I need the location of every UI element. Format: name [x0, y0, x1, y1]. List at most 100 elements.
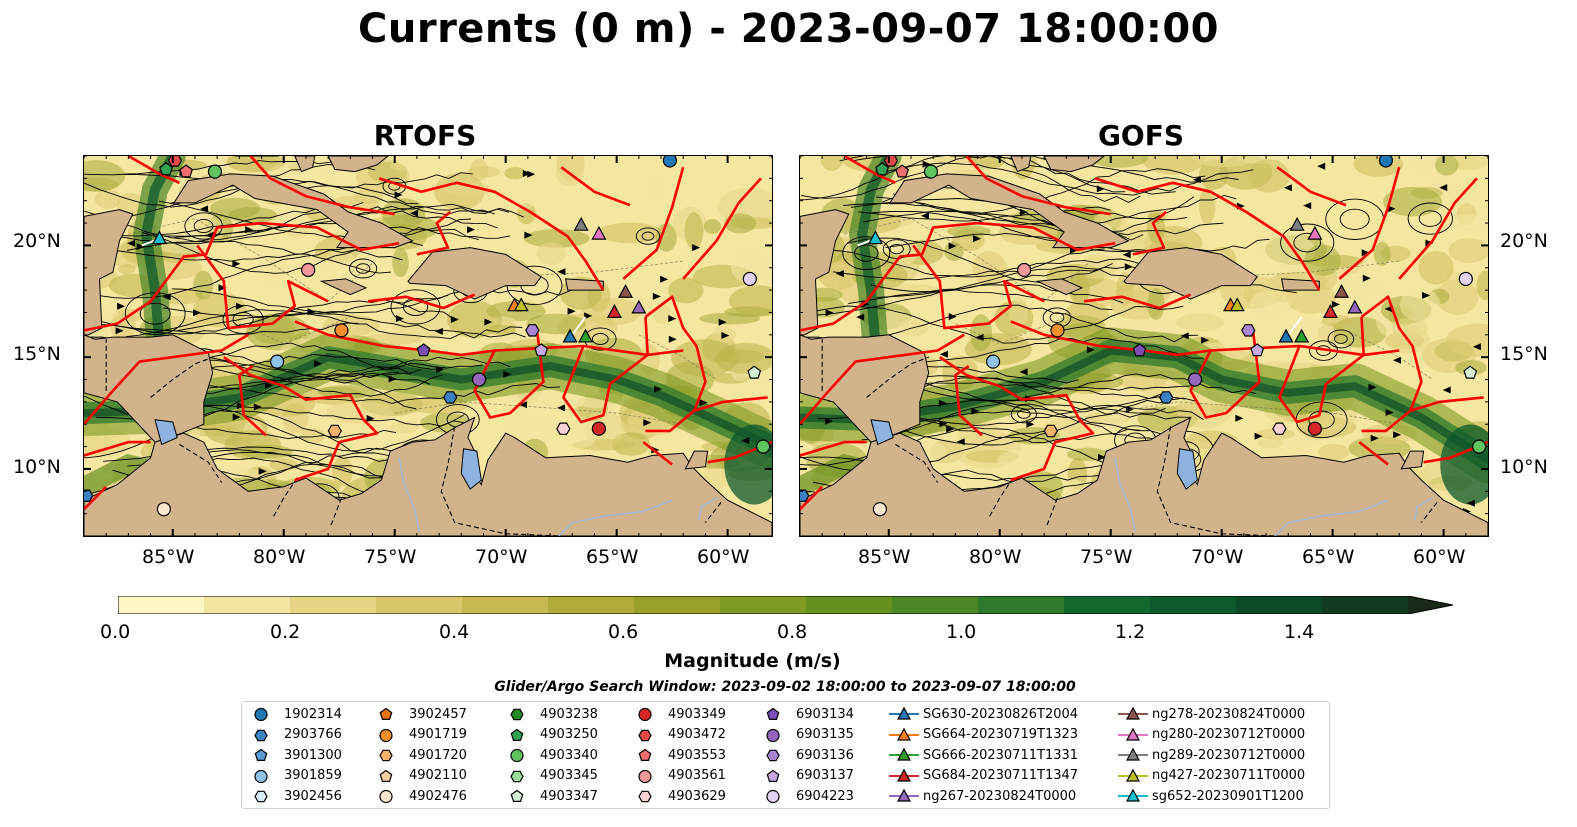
- colorbar-swatch: [720, 596, 807, 614]
- marker-4903340: [207, 164, 223, 179]
- eez-boundary-line: [1083, 293, 1192, 310]
- legend-label: 4901720: [409, 747, 467, 763]
- legend-label: 6904223: [796, 788, 854, 804]
- eez-boundary-line: [1338, 166, 1401, 280]
- bathymetry-contour: [638, 334, 717, 380]
- marker-SG666-20230711T1331: [1294, 328, 1310, 343]
- streamline-arrow: [467, 226, 475, 234]
- legend-label: 3902456: [284, 788, 342, 804]
- marker-6903136: [1241, 324, 1256, 337]
- glider-track: [571, 316, 587, 336]
- legend-marker-icon: [510, 728, 524, 741]
- x-tick-label: 75°W: [364, 546, 417, 568]
- eddy-streamline: [889, 243, 904, 255]
- streamline-arrow: [522, 170, 531, 177]
- legend-label: 4903345: [540, 768, 598, 783]
- streamline-arrow: [434, 327, 443, 335]
- eez-boundary-line: [1409, 396, 1484, 413]
- legend-marker-icon: [379, 728, 393, 742]
- eez-boundary-line: [223, 356, 379, 482]
- legend-entry: 3902457: [377, 704, 467, 724]
- lake: [460, 448, 482, 490]
- eez-boundary-line: [644, 295, 707, 433]
- streamline-arrow: [946, 425, 955, 433]
- marker-6903136: [525, 324, 540, 337]
- float-glider-markers: [800, 156, 1487, 517]
- legend-marker-icon: [638, 769, 652, 783]
- land: [800, 156, 1488, 536]
- streamline-arrow: [668, 335, 677, 343]
- eez-boundary-line: [1358, 441, 1389, 466]
- legend-entry: 6903137: [764, 766, 854, 786]
- eez-boundary-line: [1132, 210, 1168, 256]
- legend-label: 6903137: [796, 768, 854, 783]
- streamline-arrow: [232, 413, 241, 421]
- landmass: [1400, 450, 1425, 470]
- legend-label: ng427-20230711T0000: [1152, 768, 1306, 783]
- colorbar-extend-arrow: [1408, 596, 1453, 614]
- streamline-arrow: [117, 302, 126, 310]
- colorbar-swatch: [118, 596, 205, 614]
- streamline-arrow: [1362, 274, 1371, 282]
- colorbar-swatch: [1236, 596, 1323, 614]
- legend-entry: 4901719: [377, 725, 467, 745]
- eez-boundary-line: [939, 356, 1095, 482]
- legend-entry: 6903135: [764, 725, 854, 745]
- streamline-arrow: [218, 284, 227, 292]
- streamline-arrow: [115, 327, 124, 335]
- streamline-arrow: [410, 209, 419, 217]
- legend-entry: sg652-20230901T1200: [1118, 786, 1304, 806]
- marker-ng280-20230712T0000: [1307, 225, 1323, 240]
- streamline-arrow: [939, 350, 948, 358]
- colorbar-tick-label: 1.2: [1115, 621, 1146, 643]
- streamline: [832, 258, 1193, 281]
- legend-entry: 4903238: [508, 704, 598, 724]
- streamline: [164, 405, 465, 452]
- marker-sg652-20230901T1200: [151, 230, 167, 245]
- colorbar-swatch: [1322, 596, 1409, 614]
- streamline-arrow: [193, 309, 201, 317]
- landmass: [1123, 247, 1258, 300]
- legend-marker-icon: [254, 707, 268, 722]
- map-gofs[interactable]: [799, 155, 1489, 537]
- legend-marker-icon: [254, 748, 268, 761]
- legend-label: sg652-20230901T1200: [1152, 788, 1304, 804]
- legend-label: 4903561: [668, 768, 726, 783]
- streamline: [816, 248, 1105, 278]
- legend-marker-icon: [638, 707, 652, 722]
- legend-marker-icon: [379, 769, 393, 782]
- legend-label: ng278-20230824T0000: [1152, 706, 1306, 722]
- streamline: [801, 156, 1126, 199]
- streamline-arrow: [1122, 251, 1131, 259]
- eez-boundary-line: [127, 156, 180, 184]
- streamline-arrow: [1254, 432, 1263, 440]
- map-rtofs[interactable]: [83, 155, 773, 537]
- marker-4903340: [923, 164, 939, 179]
- marker-6903134: [1132, 343, 1147, 357]
- streamline-arrow: [1283, 184, 1292, 192]
- eez-boundary-line: [1398, 177, 1478, 280]
- legend-marker-icon: [1118, 706, 1148, 720]
- landmass: [294, 156, 316, 173]
- landmass: [84, 334, 214, 443]
- eez-boundary-line: [196, 244, 329, 330]
- legend-entry: ng289-20230712T0000: [1118, 745, 1305, 765]
- eez-boundary-line: [84, 333, 249, 426]
- streamline: [863, 210, 1224, 236]
- colorbar-swatch: [806, 596, 893, 614]
- legend-entry: 4903553: [636, 745, 726, 765]
- eddy-streamline: [1327, 329, 1355, 349]
- colorbar-tick-label: 0.8: [777, 621, 808, 643]
- streamline-arrow: [527, 170, 536, 178]
- streamline-arrow: [721, 332, 730, 339]
- colorbar-swatch: [462, 596, 549, 614]
- landmass: [84, 416, 772, 536]
- marker-sg652-20230901T1200: [867, 230, 883, 245]
- y-tick-label-right: 10°N: [1500, 456, 1548, 478]
- streamline-arrow: [654, 385, 663, 393]
- eez-boundary-line: [800, 221, 1116, 332]
- streamline-arrow: [1393, 356, 1401, 364]
- streamline: [177, 312, 526, 338]
- x-tick-label: 70°W: [475, 546, 528, 568]
- y-tick-label-left: 20°N: [13, 230, 61, 252]
